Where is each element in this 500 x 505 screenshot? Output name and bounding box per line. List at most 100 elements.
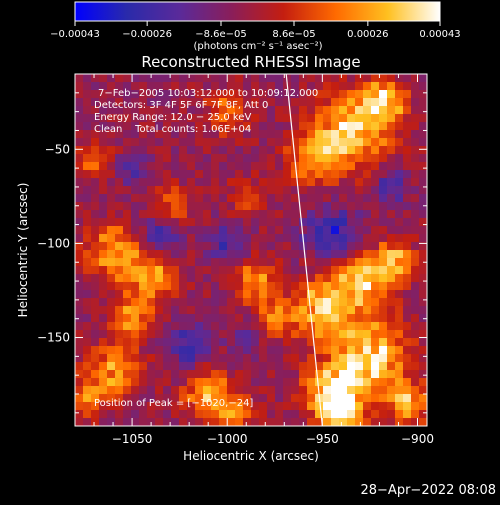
image-pixel bbox=[331, 258, 340, 267]
image-pixel bbox=[275, 242, 284, 251]
image-pixel bbox=[107, 162, 116, 171]
image-pixel bbox=[363, 170, 372, 179]
image-pixel bbox=[243, 298, 252, 307]
image-pixel bbox=[387, 146, 396, 155]
image-pixel bbox=[419, 194, 427, 203]
image-pixel bbox=[195, 202, 204, 211]
image-pixel bbox=[123, 370, 132, 379]
image-pixel bbox=[211, 194, 220, 203]
image-pixel bbox=[355, 170, 364, 179]
image-pixel bbox=[83, 242, 92, 251]
image-pixel bbox=[147, 194, 156, 203]
image-pixel bbox=[259, 306, 268, 315]
image-pixel bbox=[163, 298, 172, 307]
image-pixel bbox=[411, 154, 420, 163]
image-pixel bbox=[187, 362, 196, 371]
image-pixel bbox=[171, 266, 180, 275]
image-pixel bbox=[387, 330, 396, 339]
image-pixel bbox=[267, 306, 276, 315]
image-pixel bbox=[315, 218, 324, 227]
image-pixel bbox=[379, 282, 388, 291]
image-pixel bbox=[83, 186, 92, 195]
image-pixel bbox=[403, 274, 412, 283]
image-pixel bbox=[307, 146, 316, 155]
image-pixel bbox=[251, 354, 260, 363]
image-pixel bbox=[123, 410, 132, 419]
image-pixel bbox=[371, 378, 380, 387]
image-pixel bbox=[323, 226, 332, 235]
image-pixel bbox=[371, 394, 380, 403]
image-pixel bbox=[419, 314, 427, 323]
image-pixel bbox=[131, 338, 140, 347]
image-pixel bbox=[283, 226, 292, 235]
image-pixel bbox=[403, 346, 412, 355]
image-pixel bbox=[259, 226, 268, 235]
image-pixel bbox=[163, 346, 172, 355]
image-pixel bbox=[347, 354, 356, 363]
image-pixel bbox=[91, 306, 100, 315]
image-pixel bbox=[91, 170, 100, 179]
image-pixel bbox=[299, 274, 308, 283]
image-pixel bbox=[195, 226, 204, 235]
image-pixel bbox=[139, 306, 148, 315]
image-pixel bbox=[187, 330, 196, 339]
image-pixel bbox=[147, 282, 156, 291]
image-pixel bbox=[323, 306, 332, 315]
image-pixel bbox=[147, 210, 156, 219]
image-pixel bbox=[371, 130, 380, 139]
image-pixel bbox=[219, 74, 228, 83]
image-pixel bbox=[307, 210, 316, 219]
image-pixel bbox=[211, 186, 220, 195]
image-pixel bbox=[187, 370, 196, 379]
image-pixel bbox=[259, 354, 268, 363]
image-pixel bbox=[123, 242, 132, 251]
image-pixel bbox=[379, 138, 388, 147]
image-pixel bbox=[219, 410, 228, 419]
image-pixel bbox=[163, 74, 172, 83]
image-pixel bbox=[235, 378, 244, 387]
image-pixel bbox=[211, 242, 220, 251]
image-pixel bbox=[299, 386, 308, 395]
image-pixel bbox=[195, 282, 204, 291]
image-pixel bbox=[99, 346, 108, 355]
colorbar-tick-label: 0.00043 bbox=[419, 29, 460, 40]
image-pixel bbox=[99, 74, 108, 83]
image-pixel bbox=[147, 290, 156, 299]
image-pixel bbox=[363, 162, 372, 171]
image-pixel bbox=[75, 154, 84, 163]
image-pixel bbox=[339, 274, 348, 283]
image-pixel bbox=[291, 330, 300, 339]
image-pixel bbox=[123, 170, 132, 179]
image-pixel bbox=[275, 234, 284, 243]
image-pixel bbox=[179, 210, 188, 219]
image-pixel bbox=[147, 74, 156, 83]
image-pixel bbox=[83, 122, 92, 131]
image-pixel bbox=[387, 346, 396, 355]
image-pixel bbox=[291, 194, 300, 203]
image-pixel bbox=[275, 354, 284, 363]
image-pixel bbox=[139, 346, 148, 355]
image-pixel bbox=[227, 114, 236, 123]
image-pixel bbox=[163, 274, 172, 283]
image-pixel bbox=[179, 122, 188, 131]
image-pixel bbox=[275, 226, 284, 235]
image-pixel bbox=[347, 194, 356, 203]
image-pixel bbox=[203, 378, 212, 387]
image-pixel bbox=[419, 290, 427, 299]
image-pixel bbox=[339, 130, 348, 139]
image-pixel bbox=[283, 202, 292, 211]
image-pixel bbox=[355, 74, 364, 83]
image-pixel bbox=[163, 186, 172, 195]
image-pixel bbox=[99, 306, 108, 315]
image-pixel bbox=[83, 266, 92, 275]
image-pixel bbox=[315, 274, 324, 283]
image-pixel bbox=[275, 210, 284, 219]
image-pixel bbox=[395, 306, 404, 315]
colorbar-bar bbox=[74, 1, 441, 22]
image-pixel bbox=[395, 242, 404, 251]
image-pixel bbox=[411, 210, 420, 219]
image-pixel bbox=[203, 186, 212, 195]
image-pixel bbox=[235, 402, 244, 411]
image-pixel bbox=[371, 114, 380, 123]
image-pixel bbox=[99, 410, 108, 419]
